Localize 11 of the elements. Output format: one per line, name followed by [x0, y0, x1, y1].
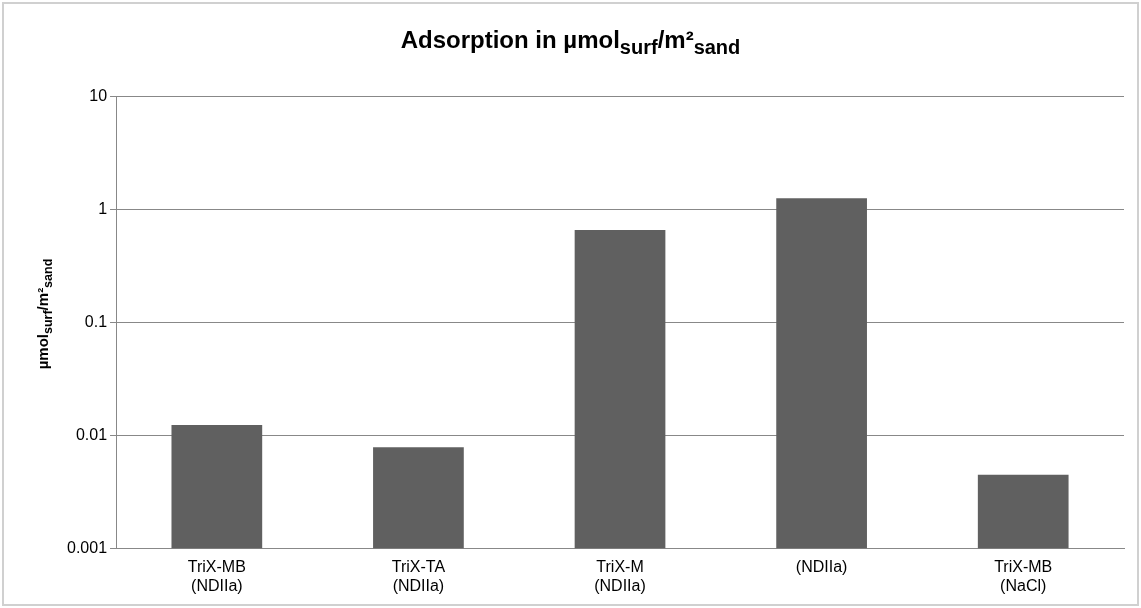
x-tick-label: TriX-MB (NaCl)	[994, 557, 1053, 594]
y-tick-label: 0.001	[66, 539, 108, 557]
y-tick-label: 0.1	[84, 313, 108, 331]
y-tick-label: 10	[89, 87, 108, 105]
x-tick-label: TriX-MB (NDIIa)	[187, 557, 246, 594]
x-tick-label: TriX-M (NDIIa)	[594, 557, 646, 594]
y-tick-label: 0.01	[75, 426, 108, 444]
x-tick-label: (NDIIa)	[795, 557, 848, 575]
x-tick-label: TriX-TA (NDIIa)	[391, 557, 446, 594]
chart-title: Adsorption in µmol$_{surf}$/m²$_{sand}$	[399, 26, 742, 59]
y-tick-label: 1	[98, 200, 108, 218]
